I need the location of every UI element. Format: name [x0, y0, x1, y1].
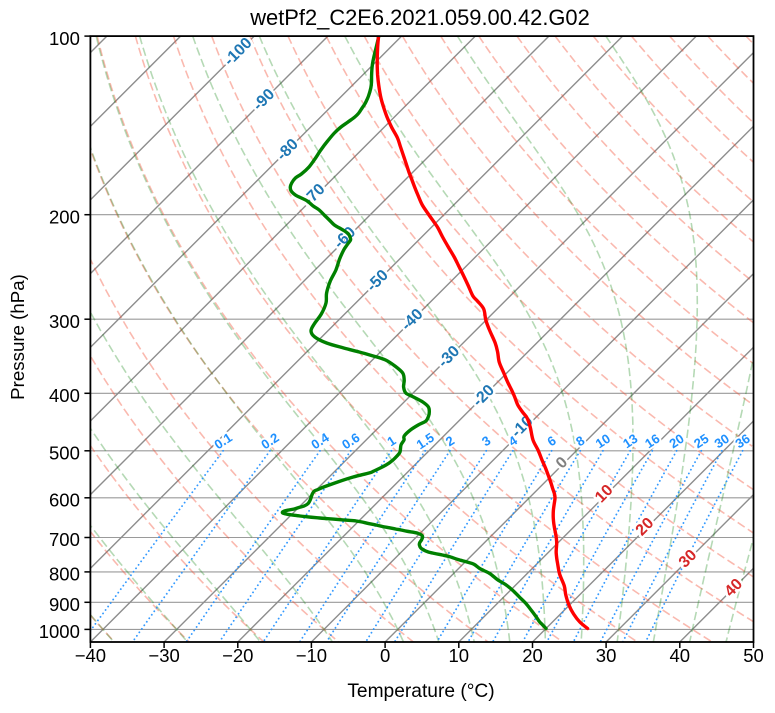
svg-text:800: 800 [49, 564, 80, 585]
svg-text:20: 20 [522, 645, 543, 666]
svg-text:900: 900 [49, 594, 80, 615]
svg-text:−40: −40 [75, 645, 106, 666]
svg-text:wetPf2_C2E6.2021.059.00.42.G02: wetPf2_C2E6.2021.059.00.42.G02 [249, 5, 590, 30]
svg-text:1000: 1000 [39, 621, 80, 642]
svg-text:400: 400 [49, 385, 80, 406]
svg-text:Temperature (°C): Temperature (°C) [347, 681, 494, 702]
svg-text:10: 10 [449, 645, 470, 666]
svg-text:50: 50 [743, 645, 764, 666]
svg-text:Pressure (hPa): Pressure (hPa) [7, 274, 28, 400]
svg-text:700: 700 [49, 529, 80, 550]
svg-text:−10: −10 [296, 645, 327, 666]
svg-text:40: 40 [670, 645, 691, 666]
svg-text:−20: −20 [222, 645, 253, 666]
svg-text:300: 300 [49, 311, 80, 332]
svg-text:500: 500 [49, 443, 80, 464]
svg-text:−30: −30 [148, 645, 179, 666]
svg-text:200: 200 [49, 206, 80, 227]
svg-text:30: 30 [596, 645, 617, 666]
svg-text:600: 600 [49, 490, 80, 511]
svg-text:0: 0 [380, 645, 390, 666]
svg-text:100: 100 [49, 28, 80, 49]
